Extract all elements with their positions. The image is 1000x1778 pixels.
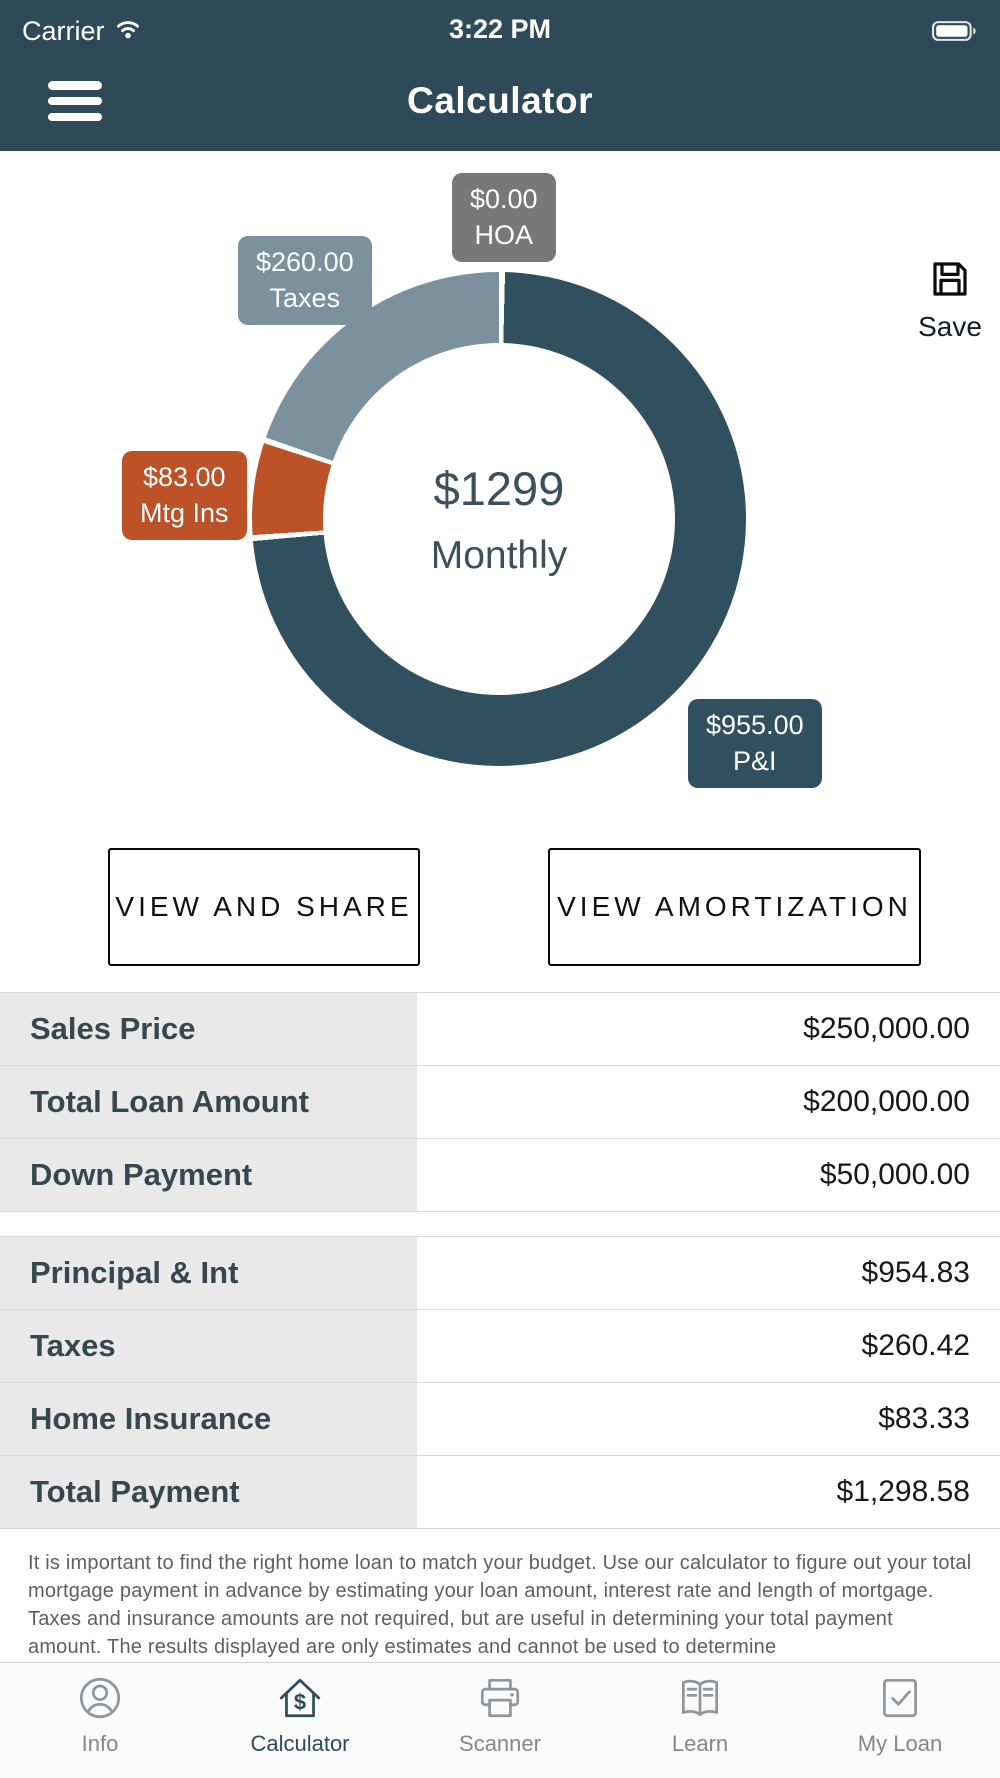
chart-area: $1299 Monthly $0.00 HOA $260.00 Taxes $8… bbox=[0, 151, 1000, 848]
table-row-down-payment[interactable]: Down Payment $50,000.00 bbox=[0, 1139, 1000, 1212]
tab-label: Scanner bbox=[459, 1731, 541, 1756]
tab-label: Calculator bbox=[250, 1731, 350, 1756]
info-person-icon bbox=[75, 1673, 125, 1726]
svg-text:$: $ bbox=[294, 1689, 306, 1714]
wifi-icon bbox=[114, 16, 142, 47]
tab-label: Learn bbox=[671, 1731, 729, 1756]
monthly-total-value: $1299 bbox=[433, 461, 565, 515]
action-buttons: VIEW AND SHARE VIEW AMORTIZATION bbox=[0, 848, 1000, 966]
tab-label: Info bbox=[81, 1731, 119, 1756]
donut-chart: $1299 Monthly bbox=[252, 272, 746, 766]
top-bar: Carrier 3:22 PM bbox=[0, 0, 1000, 151]
table-row-total-payment: Total Payment $1,298.58 bbox=[0, 1456, 1000, 1529]
mortgage-insurance-badge: $83.00 Mtg Ins bbox=[122, 451, 247, 541]
scanner-printer-icon bbox=[475, 1673, 525, 1726]
tab-info[interactable]: Info bbox=[0, 1663, 200, 1778]
tab-label: My Loan bbox=[857, 1731, 943, 1756]
save-button-label: Save bbox=[918, 311, 982, 342]
save-icon bbox=[908, 255, 992, 303]
taxes-badge: $260.00 Taxes bbox=[238, 236, 372, 326]
loan-input-table: Sales Price $250,000.00 Total Loan Amoun… bbox=[0, 992, 1000, 1212]
donut-center: $1299 Monthly bbox=[323, 343, 675, 695]
table-row-total-loan-amount[interactable]: Total Loan Amount $200,000.00 bbox=[0, 1066, 1000, 1139]
tab-learn[interactable]: Learn bbox=[600, 1663, 800, 1778]
menu-button[interactable] bbox=[48, 81, 102, 121]
page-title: Calculator bbox=[407, 80, 593, 121]
carrier-label: Carrier bbox=[22, 16, 105, 46]
calculator-house-icon: $ bbox=[275, 1673, 325, 1726]
battery-icon bbox=[932, 20, 978, 47]
principal-interest-badge: $955.00 P&I bbox=[688, 699, 822, 789]
save-button[interactable]: Save bbox=[908, 255, 992, 343]
tab-calculator[interactable]: $ Calculator bbox=[200, 1663, 400, 1778]
status-bar: Carrier 3:22 PM bbox=[0, 0, 1000, 51]
view-and-share-button[interactable]: VIEW AND SHARE bbox=[108, 848, 420, 966]
monthly-total-label: Monthly bbox=[430, 533, 568, 577]
disclaimer-text: It is important to find the right home l… bbox=[28, 1552, 972, 1658]
learn-book-icon bbox=[675, 1673, 725, 1726]
table-row-sales-price[interactable]: Sales Price $250,000.00 bbox=[0, 993, 1000, 1066]
table-row-home-insurance: Home Insurance $83.33 bbox=[0, 1383, 1000, 1456]
my-loan-check-icon bbox=[875, 1673, 925, 1726]
tab-scanner[interactable]: Scanner bbox=[400, 1663, 600, 1778]
app-header: Calculator bbox=[0, 51, 1000, 151]
payment-breakdown-table: Principal & Int $954.83 Taxes $260.42 Ho… bbox=[0, 1236, 1000, 1529]
clock: 3:22 PM bbox=[448, 14, 552, 44]
menu-icon bbox=[48, 81, 102, 90]
view-amortization-button[interactable]: VIEW AMORTIZATION bbox=[548, 848, 921, 966]
table-row-principal-int: Principal & Int $954.83 bbox=[0, 1237, 1000, 1310]
tab-my-loan[interactable]: My Loan bbox=[800, 1663, 1000, 1778]
tab-bar: Info $ Calculator Scanner bbox=[0, 1662, 1000, 1778]
table-row-taxes: Taxes $260.42 bbox=[0, 1310, 1000, 1383]
hoa-badge: $0.00 HOA bbox=[452, 173, 556, 263]
